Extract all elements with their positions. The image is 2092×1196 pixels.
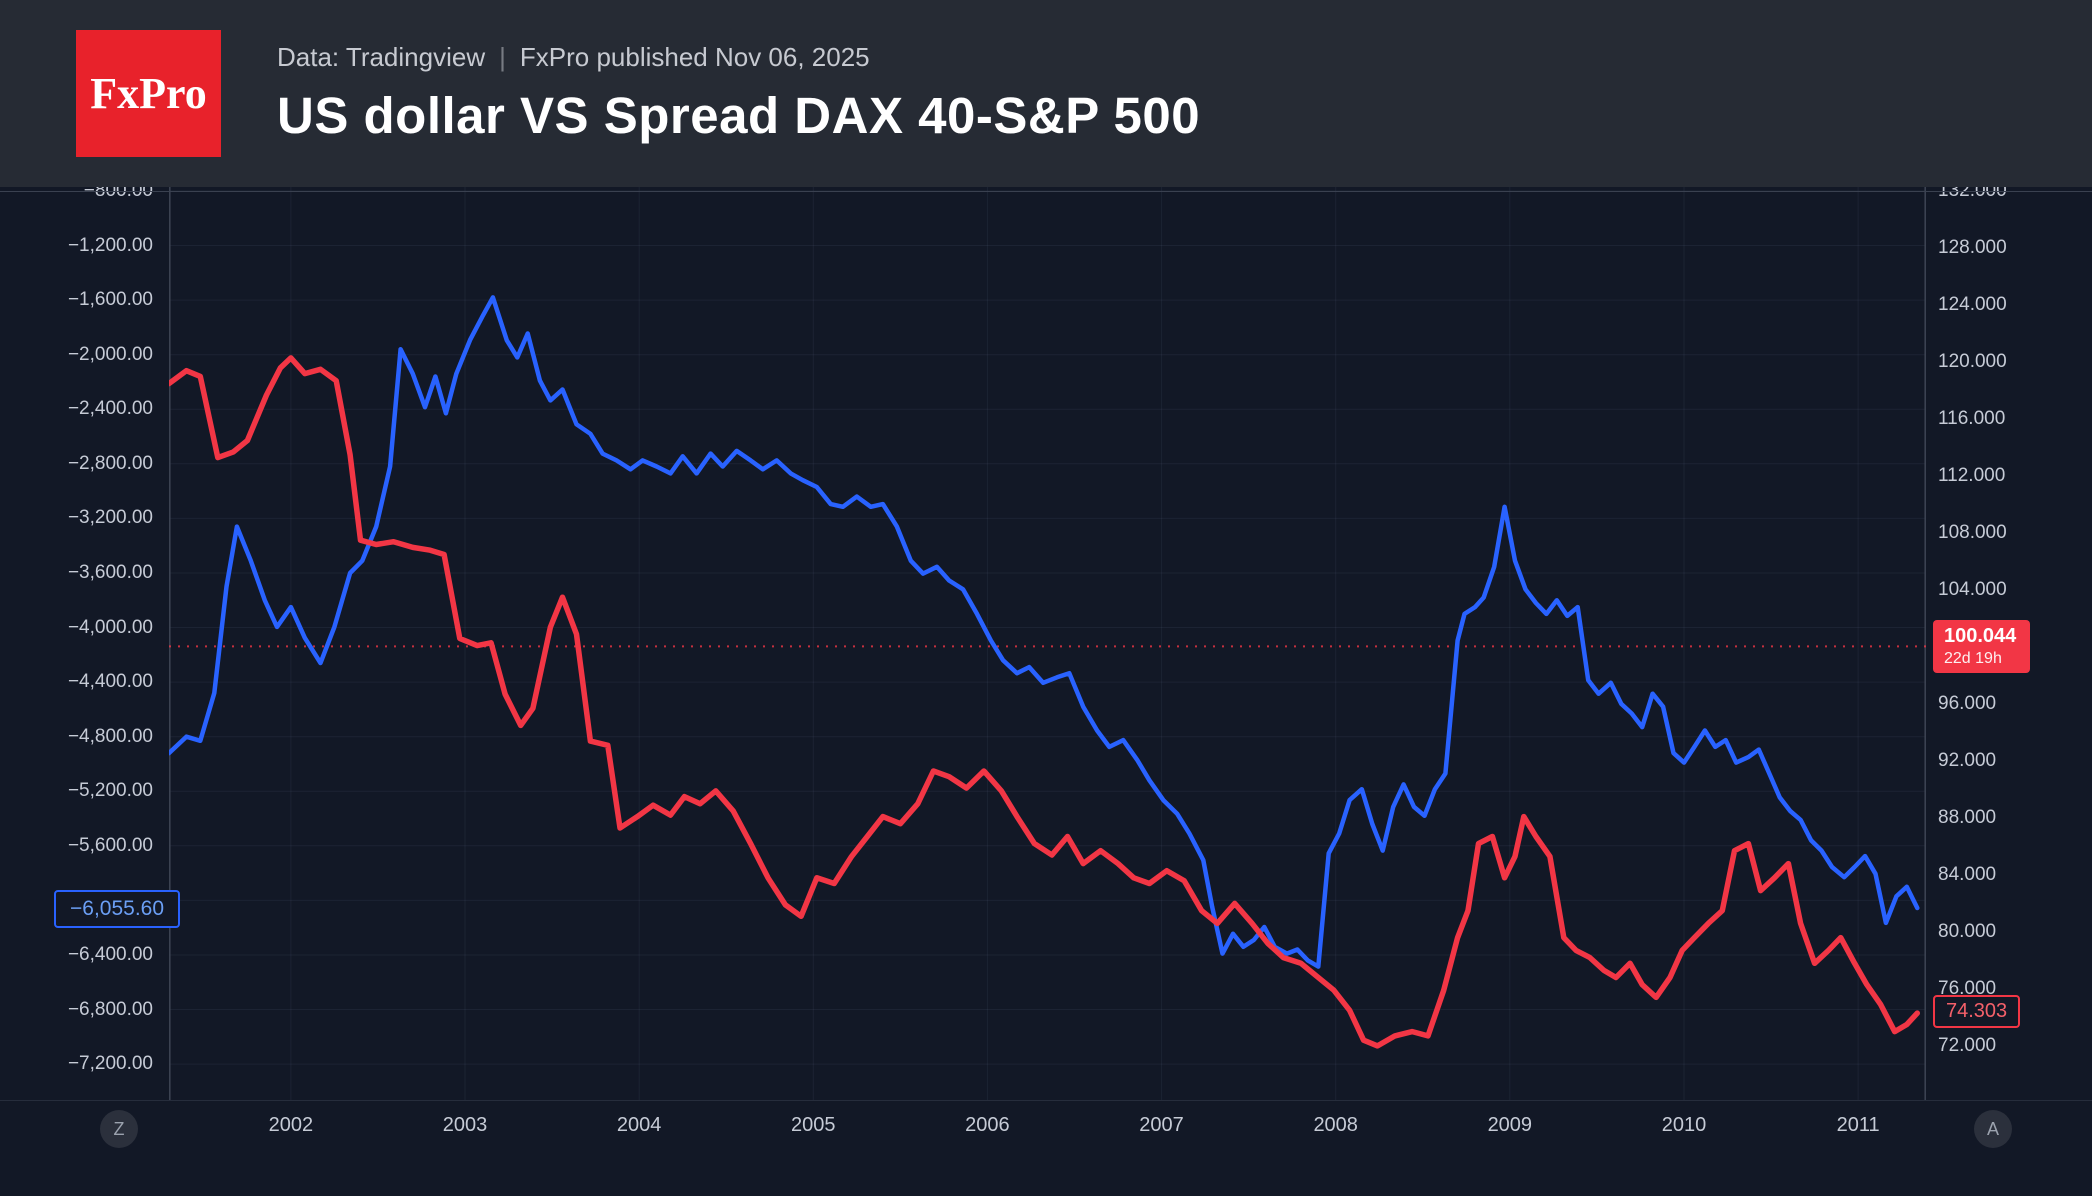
left-axis-tick-label: −2,000.00 — [67, 343, 153, 365]
left-axis-tick-label: −5,200.00 — [67, 780, 153, 802]
fxpro-logo: FxPro — [76, 30, 221, 157]
left-price-axis[interactable]: −800.00 −1,200.00 −1,600.00 −2,000.00 −2,400… — [0, 180, 169, 1100]
left-axis-tick-label: −3,200.00 — [67, 507, 153, 529]
zoom-reset-button[interactable]: Z — [100, 1110, 138, 1148]
header-text-block: Data: Tradingview | FxPro published Nov 06… — [277, 42, 1200, 145]
right-axis-tick-label: 88.000 — [1938, 806, 1997, 828]
right-axis-tick-label: 120.000 — [1938, 351, 2007, 373]
spread-last-price-value: −6,055.60 — [70, 896, 165, 920]
chart-svg — [166, 187, 1926, 1100]
left-axis-tick-label: −1,200.00 — [67, 234, 153, 256]
right-axis-tick-label: 92.000 — [1938, 750, 1997, 771]
zoom-reset-button-label: Z — [113, 1118, 125, 1139]
dollar-ref-price-value: 100.044 — [1944, 625, 2017, 648]
right-axis-tick-label: 76.000 — [1938, 977, 1997, 999]
left-axis-tick-label: −4,800.00 — [67, 725, 153, 747]
time-axis-year-label: 2004 — [616, 1114, 662, 1136]
auto-scale-button-label: A — [1986, 1118, 1999, 1139]
dollar-last-price-value: 74.303 — [1946, 1000, 2008, 1023]
time-axis-year-label: 2002 — [268, 1114, 314, 1136]
left-axis-tick-label: −4,400.00 — [67, 671, 153, 693]
right-axis-tick-label: 128.000 — [1938, 237, 2007, 259]
dollar-ref-countdown: 22d 19h — [1944, 650, 2002, 668]
time-axis-year-label: 2003 — [442, 1114, 488, 1136]
left-axis-tick-label: −3,600.00 — [67, 561, 153, 583]
time-axis-year-label: 2006 — [965, 1114, 1010, 1136]
time-axis-year-label: 2007 — [1139, 1114, 1184, 1136]
dollar-last-price-badge: 74.303 — [1933, 995, 2021, 1029]
source-line: Data: Tradingview | FxPro published Nov 06… — [277, 42, 1200, 73]
right-axis-tick-label: 124.000 — [1938, 294, 2007, 316]
right-axis-tick-label: 80.000 — [1938, 920, 1997, 942]
right-axis-tick-label: 104.000 — [1938, 579, 2007, 601]
spread-last-price-badge: −6,055.60 — [54, 889, 181, 928]
right-axis-tick-label: 112.000 — [1938, 465, 2006, 487]
chart-title: US dollar VS Spread DAX 40-S&P 500 — [277, 87, 1201, 144]
time-axis-year-label: 2009 — [1487, 1114, 1533, 1136]
plot-area[interactable] — [166, 187, 1926, 1100]
dollar-countdown-price-badge: 100.044 22d 19h — [1933, 620, 2030, 674]
header: FxPro Data: Tradingview | FxPro published … — [0, 0, 2092, 187]
right-axis-tick-label: 84.000 — [1938, 863, 1997, 885]
left-axis-tick-label: −2,800.00 — [67, 452, 153, 474]
left-axis-tick-label: −6,400.00 — [67, 943, 153, 965]
right-axis-tick-label: 108.000 — [1938, 522, 2007, 544]
right-axis-tick-label: 72.000 — [1938, 1034, 1997, 1056]
fxpro-logo-text: FxPro — [90, 69, 207, 118]
left-axis-tick-label: −7,200.00 — [67, 1053, 153, 1075]
data-source-label: Data: Tradingview — [277, 42, 486, 72]
right-axis-tick-label: 116.000 — [1938, 408, 2006, 430]
time-axis-year-label: 2010 — [1661, 1114, 1707, 1136]
source-divider: | — [499, 42, 506, 72]
left-axis-tick-label: −1,600.00 — [67, 289, 153, 311]
published-label: FxPro published Nov 06, 2025 — [519, 42, 870, 72]
left-axis-tick-label: −5,600.00 — [67, 834, 153, 856]
time-axis-year-label: 2008 — [1313, 1114, 1358, 1136]
time-axis-year-label: 2011 — [1836, 1114, 1880, 1136]
left-axis-tick-label: −6,800.00 — [67, 998, 153, 1020]
right-axis-tick-label: 96.000 — [1938, 693, 1997, 715]
time-axis[interactable]: 2002 2003 2004 2005 2006 2007 2008 2009 2010 2011… — [0, 1100, 2092, 1196]
time-axis-year-label: 2005 — [791, 1114, 836, 1136]
auto-scale-button[interactable]: A — [1974, 1110, 2012, 1148]
right-price-axis[interactable]: 132.000 128.000 124.000 120.000 116.000 112.0… — [1926, 180, 2092, 1100]
dollar-line-series[interactable] — [166, 355, 1921, 1049]
plot-top-border — [0, 191, 2092, 192]
chart-area: −800.00 −1,200.00 −1,600.00 −2,000.00 −2,400… — [0, 180, 2092, 1100]
left-axis-tick-label: −2,400.00 — [67, 398, 153, 420]
left-axis-tick-label: −4,000.00 — [67, 616, 153, 638]
spread-line-series[interactable] — [166, 295, 1920, 969]
